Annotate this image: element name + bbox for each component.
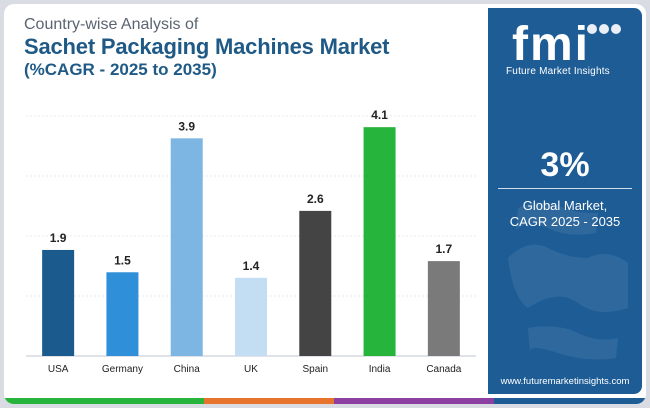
footer-segment-blue — [494, 398, 646, 404]
global-cagr-value: 3% — [540, 146, 590, 184]
x-tick-label: India — [369, 364, 391, 375]
fmi-logo: fmi — [512, 20, 621, 68]
x-tick-label: China — [174, 364, 201, 375]
bar-usa — [42, 249, 75, 356]
brand-name: Future Market Insights — [506, 66, 610, 77]
x-tick-label: Germany — [102, 364, 143, 375]
side-panel: fmi Future Market Insights 3% Global Mar… — [488, 8, 642, 394]
title-block: Country-wise Analysis of Sachet Packagin… — [24, 16, 390, 80]
bar-uk — [235, 277, 267, 356]
x-tick-label: USA — [48, 364, 69, 375]
chart-card: Country-wise Analysis of Sachet Packagin… — [4, 4, 646, 404]
stat-divider — [498, 188, 632, 189]
data-label: 3.9 — [178, 119, 195, 133]
footer-color-bar — [4, 398, 646, 404]
website-link[interactable]: www.futuremarketinsights.com — [500, 376, 630, 387]
footer-segment-purple — [334, 398, 494, 404]
fmi-logo-letters: fmi — [512, 20, 590, 68]
data-label: 1.4 — [243, 259, 260, 273]
data-label: 1.7 — [436, 242, 453, 256]
footer-segment-green — [4, 398, 204, 404]
chart-subtitle: Country-wise Analysis of — [24, 16, 199, 33]
bar-china — [170, 138, 203, 356]
cagr-period-label: CAGR 2025 - 2035 — [509, 214, 621, 229]
chart-period: (%CAGR - 2025 to 2035) — [24, 60, 217, 79]
data-label: 4.1 — [371, 108, 388, 122]
bar-germany — [106, 272, 139, 356]
bar-spain — [299, 210, 332, 356]
chart-title: Sachet Packaging Machines Market — [24, 34, 390, 59]
data-label: 1.5 — [114, 253, 131, 267]
data-label: 1.9 — [50, 231, 67, 245]
data-label: 2.6 — [307, 192, 324, 206]
x-tick-label: Spain — [302, 364, 328, 375]
x-tick-label: UK — [244, 364, 258, 375]
world-map-pattern — [508, 202, 628, 360]
bar-india — [363, 127, 396, 357]
bar-chart: 1.9 USA 1.5 Germany 3.9 China 1.4 UK 2.6 Spain 4.1… — [26, 108, 476, 375]
global-market-label: Global Market, — [522, 198, 608, 213]
footer-segment-orange — [204, 398, 334, 404]
x-tick-label: Canada — [426, 364, 461, 375]
bar-canada — [427, 261, 460, 356]
